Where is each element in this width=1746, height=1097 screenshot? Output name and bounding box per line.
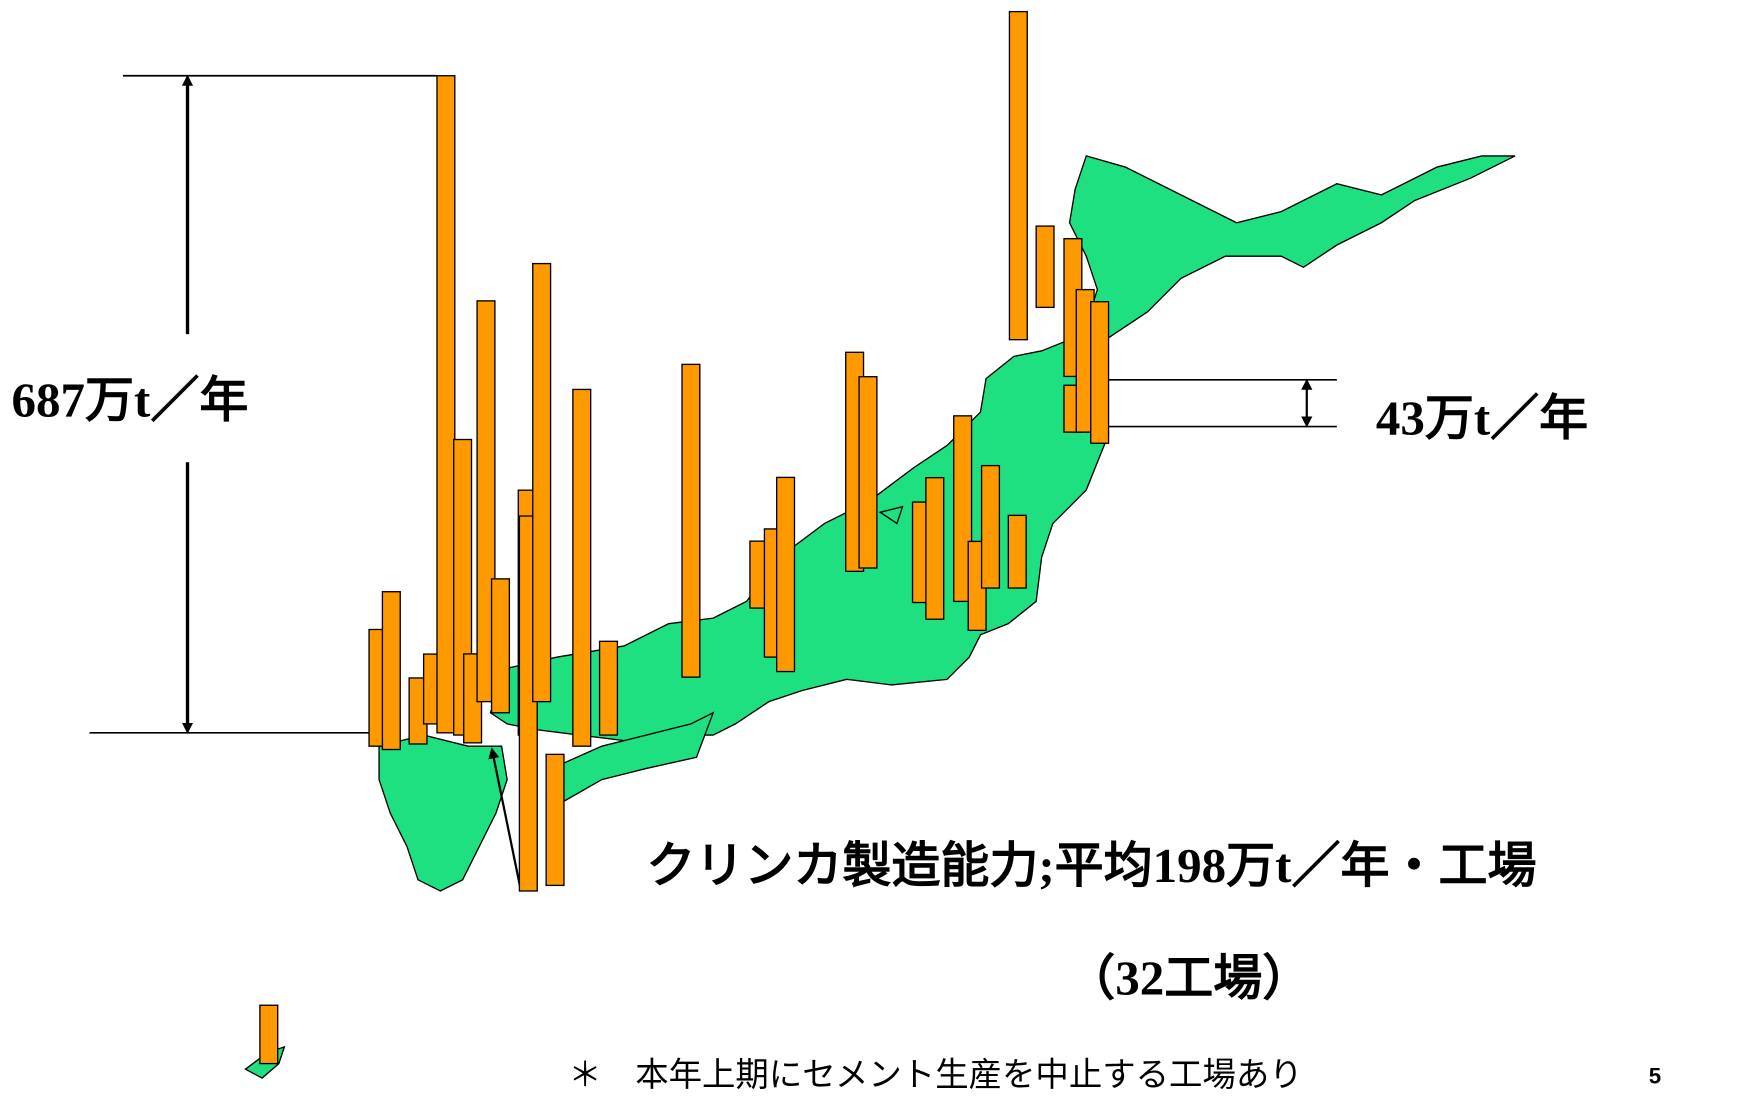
capacity-bar bbox=[436, 75, 456, 734]
capacity-bar bbox=[572, 388, 592, 747]
hokkaido bbox=[1068, 155, 1516, 347]
capacity-bar bbox=[1008, 10, 1028, 341]
capacity-bar bbox=[598, 640, 619, 736]
capacity-bar bbox=[1007, 514, 1027, 589]
subtitle: （32工場） bbox=[1066, 951, 1311, 1006]
capacity-bar bbox=[476, 300, 496, 703]
pointer bbox=[488, 747, 522, 889]
japan-map bbox=[244, 155, 1516, 1079]
sado bbox=[878, 505, 904, 525]
capacity-bar bbox=[925, 476, 945, 620]
capacity-bar bbox=[681, 363, 701, 678]
page-number: 5 bbox=[1649, 1064, 1661, 1089]
capacity-bar bbox=[1035, 225, 1055, 309]
capacity-bar bbox=[775, 476, 796, 673]
capacity-bar bbox=[532, 262, 552, 703]
min-label: 43万t／年 bbox=[1376, 390, 1588, 445]
bars bbox=[259, 10, 1110, 1065]
capacity-bar bbox=[953, 415, 973, 603]
capacity-bar bbox=[490, 578, 511, 714]
kyushu bbox=[378, 734, 508, 892]
max-label: 687万t／年 bbox=[12, 373, 249, 428]
note: ＊ 本年上期にセメント生産を中止する工場あり bbox=[568, 1055, 1302, 1094]
capacity-bar bbox=[980, 464, 1001, 589]
capacity-bar bbox=[545, 753, 565, 887]
capacity-bar bbox=[381, 591, 401, 751]
title: クリンカ製造能力;平均198万t／年・工場 bbox=[646, 838, 1536, 893]
capacity-bar bbox=[1090, 301, 1110, 444]
capacity-bar bbox=[858, 376, 878, 569]
capacity-bar bbox=[259, 1004, 279, 1065]
